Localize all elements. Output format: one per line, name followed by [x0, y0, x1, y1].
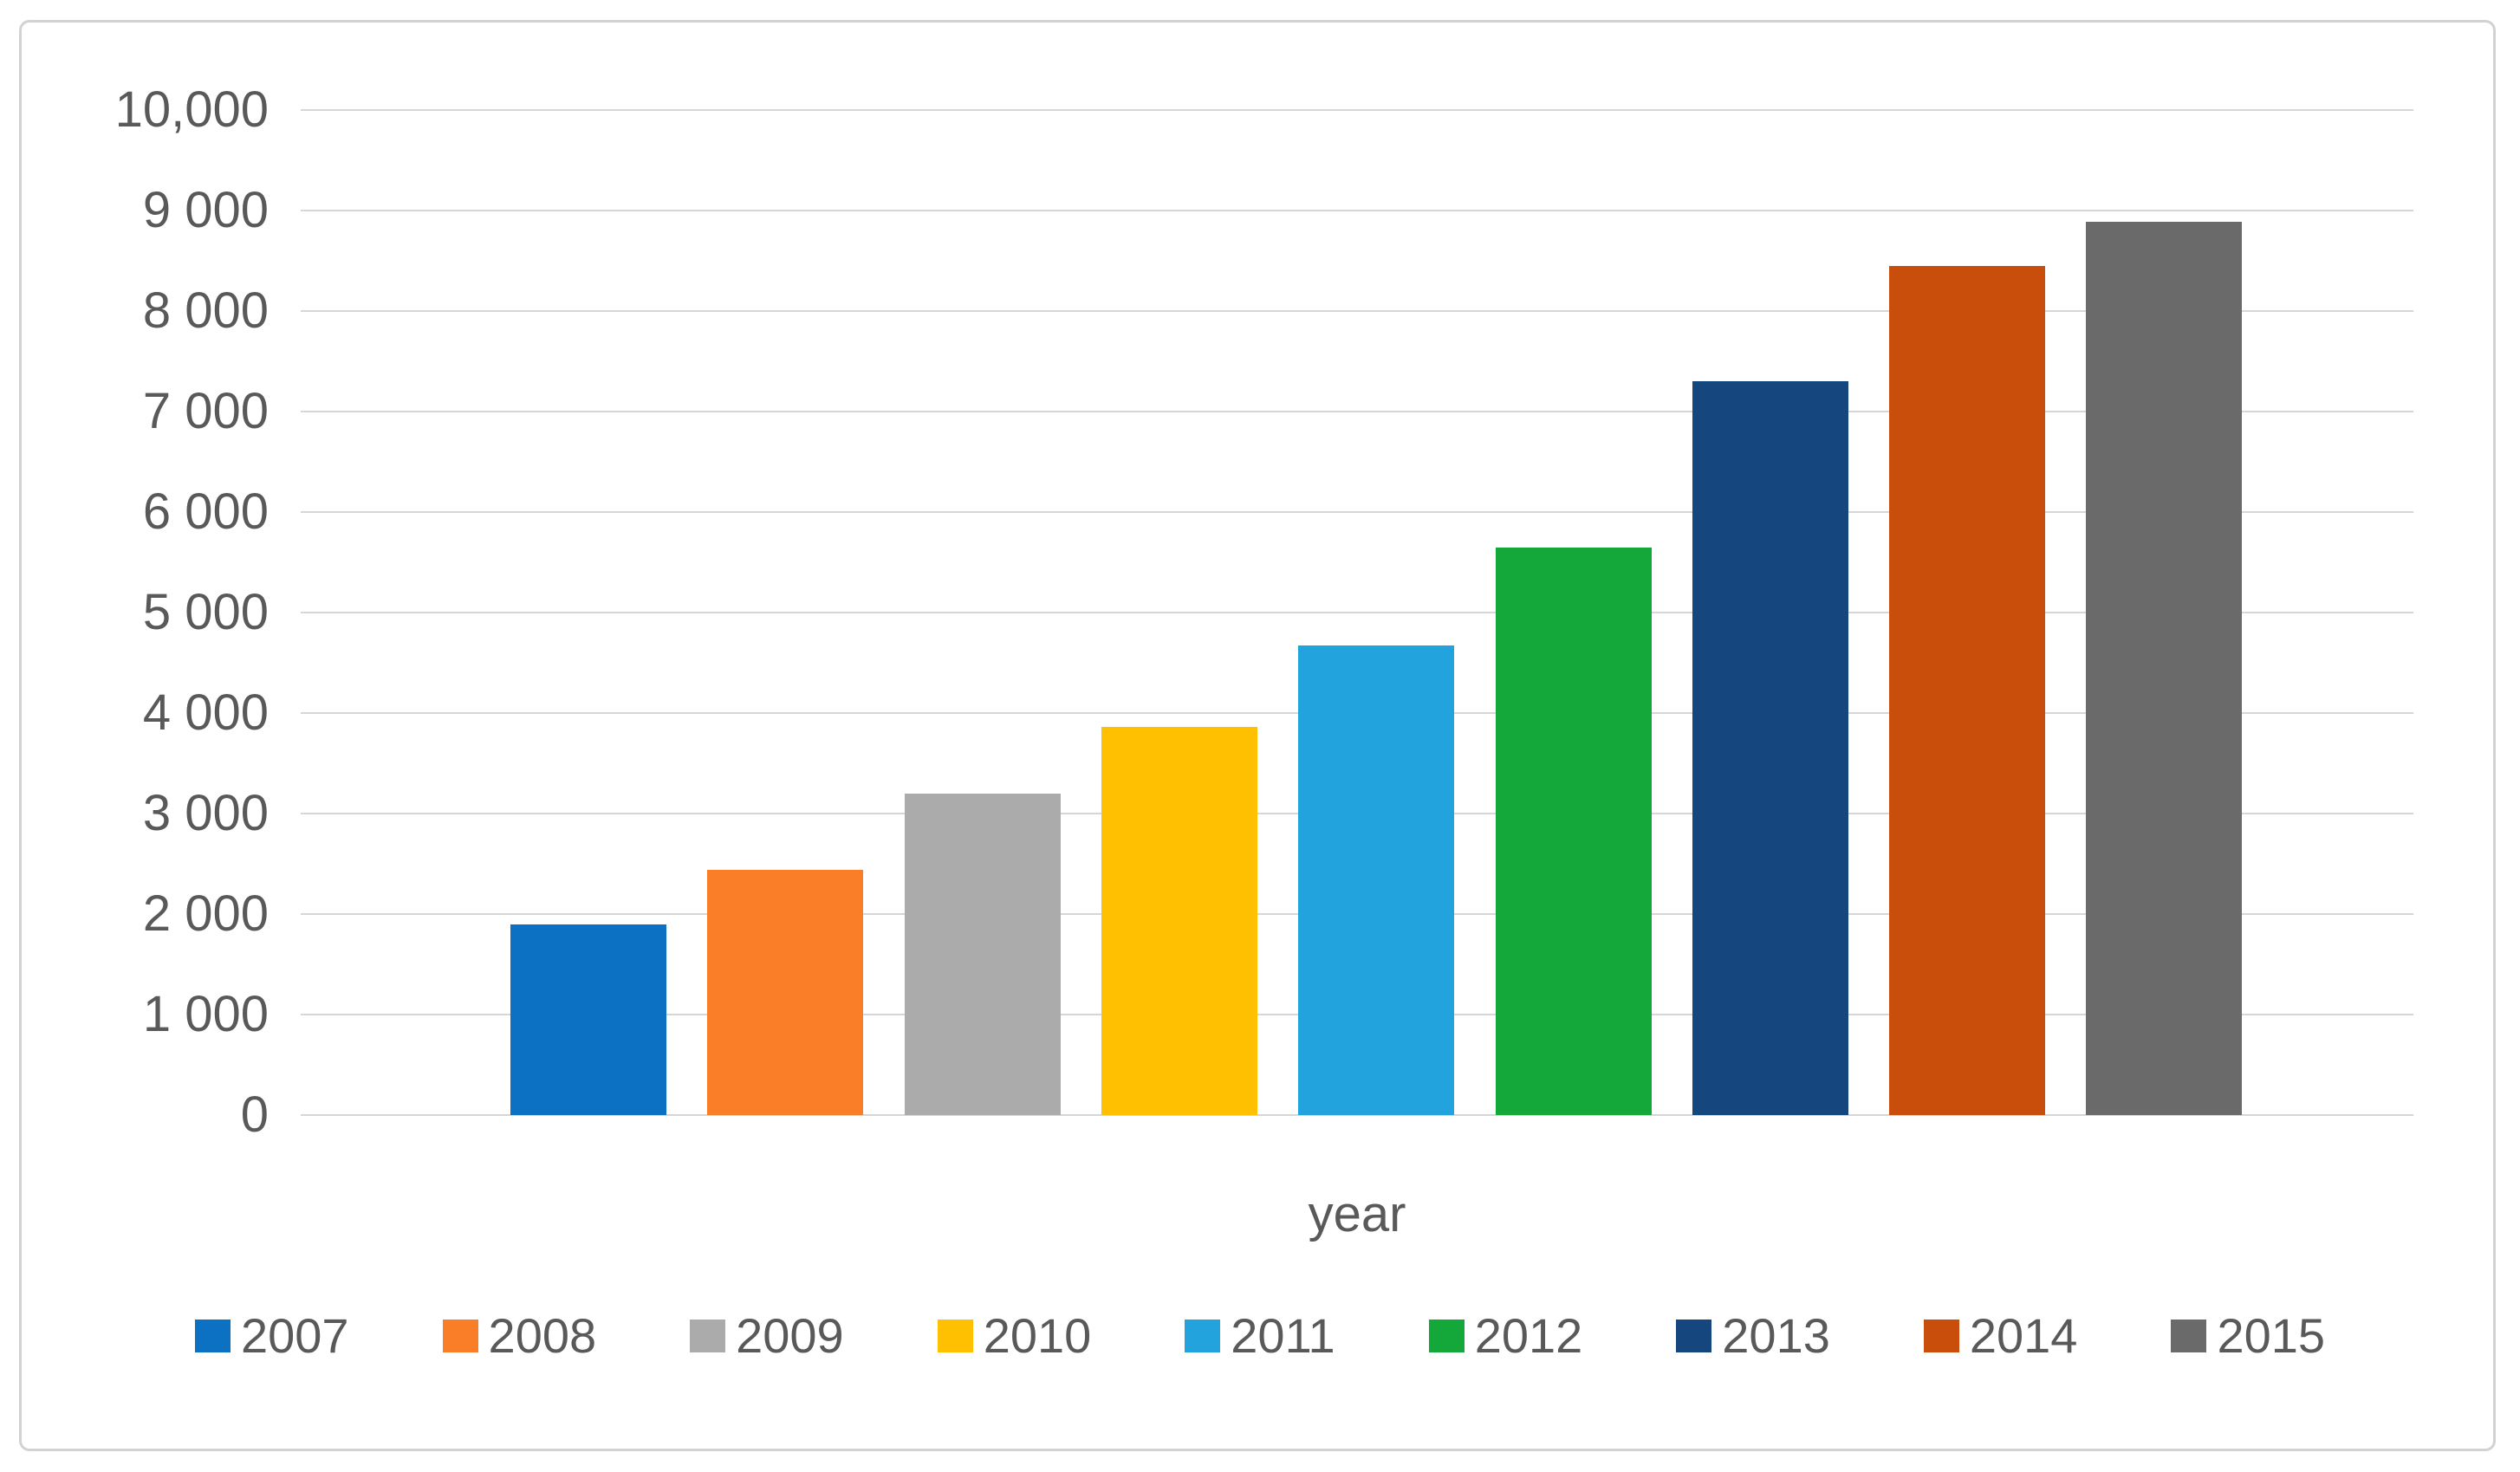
legend-swatch-2013 [1676, 1320, 1712, 1352]
legend-swatch-2009 [690, 1320, 726, 1352]
bar-2009 [905, 794, 1061, 1115]
y-axis-tick-label: 10,000 [114, 81, 269, 138]
legend-item-2014: 2014 [1923, 1308, 2078, 1363]
legend-item-2007: 2007 [194, 1308, 349, 1363]
bar-2013 [1692, 381, 1848, 1115]
legend-item-2010: 2010 [937, 1308, 1092, 1363]
legend-label: 2014 [1969, 1308, 2078, 1363]
y-axis-tick-label: 9 000 [142, 182, 269, 238]
legend-swatch-2015 [2171, 1320, 2207, 1352]
bar-2015 [2086, 222, 2242, 1115]
legend-item-2011: 2011 [1185, 1310, 1335, 1362]
y-axis-tick-label: 5 000 [142, 584, 269, 640]
legend-label: 2012 [1474, 1308, 1583, 1363]
plot-area [301, 109, 2413, 1116]
legend-swatch-2008 [442, 1320, 478, 1352]
bar-2014 [1889, 266, 2045, 1115]
chart-outer-border [19, 20, 2496, 1451]
legend-swatch-2014 [1923, 1320, 1959, 1352]
legend-item-2015: 2015 [2171, 1310, 2325, 1362]
legend-item-2009: 2009 [690, 1310, 844, 1362]
y-axis-tick-label: 4 000 [142, 684, 269, 741]
legend-label: 2011 [1231, 1308, 1335, 1363]
legend-label: 2008 [488, 1308, 597, 1363]
legend-swatch-2011 [1185, 1320, 1221, 1352]
y-axis-tick-label: 2 000 [142, 885, 269, 942]
bar-2007 [510, 924, 666, 1115]
gridline [301, 109, 2413, 111]
legend: 2007 2008 2009 2010 2011 2012 2013 2014 2015 [0, 1310, 2520, 1362]
legend-swatch-2012 [1428, 1320, 1465, 1352]
legend-label: 2007 [240, 1308, 349, 1363]
gridline [301, 612, 2413, 613]
legend-label: 2013 [1722, 1308, 1830, 1363]
bar-2010 [1101, 727, 1257, 1115]
y-axis-tick-label: 6 000 [142, 483, 269, 540]
bar-2011 [1298, 645, 1454, 1115]
y-axis-tick-label: 3 000 [142, 785, 269, 841]
legend-label: 2010 [983, 1308, 1092, 1363]
gridline [301, 210, 2413, 211]
legend-item-2013: 2013 [1676, 1310, 1830, 1362]
y-axis-tick-label: 1 000 [142, 986, 269, 1042]
x-axis-title: year [1308, 1186, 1406, 1242]
legend-swatch-2007 [194, 1320, 231, 1352]
bar-2012 [1496, 548, 1652, 1115]
legend-item-2012: 2012 [1428, 1308, 1583, 1363]
y-axis-tick-label: 7 000 [142, 383, 269, 439]
gridline [301, 310, 2413, 312]
y-axis-tick-label: 0 [240, 1086, 269, 1143]
bar-2008 [707, 870, 863, 1115]
legend-label: 2009 [736, 1308, 844, 1363]
gridline [301, 511, 2413, 513]
x-axis-baseline [301, 1114, 2413, 1116]
legend-swatch-2010 [937, 1320, 973, 1352]
legend-item-2008: 2008 [442, 1308, 597, 1363]
legend-label: 2015 [2217, 1308, 2326, 1363]
y-axis-tick-label: 8 000 [142, 282, 269, 339]
gridline [301, 411, 2413, 412]
